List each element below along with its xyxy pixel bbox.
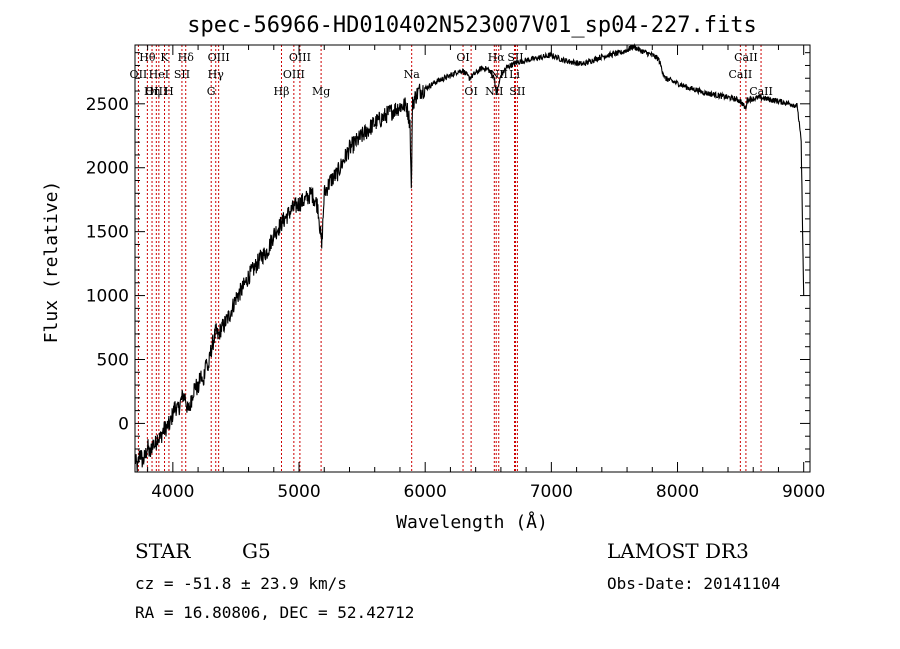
line-label: CaII xyxy=(729,68,753,81)
line-label: OI xyxy=(464,85,477,98)
axis-ticks: 4000 5000 6000 7000 8000 9000 0 500 1000 1500 2000… xyxy=(86,45,825,502)
redshift-cz: cz = -51.8 ± 23.9 km/s xyxy=(135,574,347,593)
line-label: OII xyxy=(130,68,148,81)
line-label: HeI xyxy=(149,68,169,81)
y-tick-label: 1500 xyxy=(86,223,129,243)
y-tick-label: 2500 xyxy=(86,95,129,115)
obs-date: Obs-Date: 20141104 xyxy=(607,574,781,593)
line-label: Hθ xyxy=(139,51,156,64)
x-tick-label: 9000 xyxy=(782,482,825,502)
line-label: OIII xyxy=(289,51,311,64)
line-label: K xyxy=(160,51,169,64)
x-tick-label: 4000 xyxy=(151,482,194,502)
line-label: CaII xyxy=(734,51,758,64)
line-label: Hδ xyxy=(178,51,195,64)
line-label: OIII xyxy=(283,68,305,81)
y-tick-label: 1000 xyxy=(86,287,129,307)
y-tick-label: 500 xyxy=(97,350,129,370)
line-label: Li xyxy=(509,68,520,81)
chart-title: spec-56966-HD010402N523007V01_sp04-227.f… xyxy=(187,13,757,38)
line-label: Na xyxy=(404,68,421,81)
line-label: SII xyxy=(509,85,525,98)
line-label: Mg xyxy=(312,85,330,98)
line-label: Hγ xyxy=(208,68,225,81)
line-label: OIII xyxy=(208,51,230,64)
survey-name: LAMOST DR3 xyxy=(607,539,749,563)
line-label: H xyxy=(164,85,174,98)
line-label: SII xyxy=(174,68,190,81)
line-label: Hα xyxy=(488,51,506,64)
line-label: OI xyxy=(456,51,469,64)
x-tick-label: 7000 xyxy=(530,482,573,502)
y-axis-label: Flux (relative) xyxy=(41,181,62,344)
subclass: G5 xyxy=(242,539,271,563)
x-tick-label: 6000 xyxy=(404,482,447,502)
spectrum-line xyxy=(134,42,805,473)
plot-frame xyxy=(134,44,811,473)
ra-dec: RA = 16.80806, DEC = 52.42712 xyxy=(135,603,415,622)
object-type: STAR xyxy=(135,539,191,563)
y-tick-label: 2000 xyxy=(86,159,129,179)
x-tick-label: 8000 xyxy=(656,482,699,502)
line-label: NII xyxy=(485,85,503,98)
line-markers xyxy=(137,45,762,472)
x-tick-label: 5000 xyxy=(277,482,320,502)
x-axis-label: Wavelength (Å) xyxy=(396,511,548,533)
line-label: CaII xyxy=(749,85,773,98)
line-label: OIII xyxy=(145,85,167,98)
line-label: G xyxy=(207,85,216,98)
line-label: Hβ xyxy=(274,85,290,98)
y-tick-label: 0 xyxy=(118,414,129,434)
line-label: Hη xyxy=(144,85,160,98)
